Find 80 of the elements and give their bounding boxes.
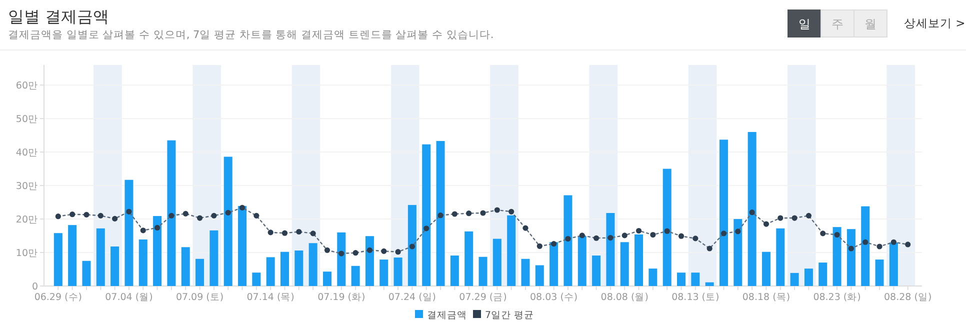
bar xyxy=(804,268,813,286)
bar xyxy=(550,242,558,286)
bar xyxy=(266,257,275,286)
bar xyxy=(210,230,218,286)
bar xyxy=(422,144,431,286)
bar xyxy=(238,206,247,286)
bar xyxy=(351,266,360,286)
bar xyxy=(124,180,134,286)
bar xyxy=(734,219,742,286)
bar xyxy=(322,272,332,286)
bar xyxy=(620,242,629,286)
bar xyxy=(196,258,204,286)
x-tick-label: 07.29 (금) xyxy=(459,292,507,303)
bar xyxy=(365,236,374,286)
bar xyxy=(719,140,728,286)
bar xyxy=(648,268,658,286)
chart-subtitle: 결제금액을 일별로 살펴볼 수 있으며, 7일 평균 차트를 통해 결제금액 트렌드를 살펴볼 수 있습니다. xyxy=(8,29,494,41)
bar xyxy=(492,238,502,286)
bar xyxy=(748,132,756,286)
bar xyxy=(138,239,148,286)
bar xyxy=(832,227,842,286)
bar xyxy=(818,262,828,286)
bar xyxy=(662,168,672,286)
y-tick-label: 10만 xyxy=(16,248,38,260)
bar xyxy=(776,228,785,286)
x-tick-label: 08.23 (화) xyxy=(813,292,861,303)
bar xyxy=(875,260,884,286)
bar xyxy=(861,206,870,286)
bar xyxy=(224,156,232,286)
y-tick-label: 40만 xyxy=(16,148,38,159)
bar xyxy=(677,272,686,286)
x-tick-label: 08.03 (수) xyxy=(530,292,578,303)
x-tick-label: 08.13 (토) xyxy=(672,292,720,303)
x-tick-label: 08.08 (월) xyxy=(600,292,648,303)
x-tick-label: 07.09 (토) xyxy=(176,292,224,303)
bar xyxy=(535,265,544,286)
bar xyxy=(394,258,402,286)
x-tick-label: 08.28 (일) xyxy=(884,292,932,303)
bar xyxy=(592,256,601,286)
bar xyxy=(294,250,304,286)
bar xyxy=(82,260,91,286)
bar xyxy=(846,229,856,286)
bar xyxy=(96,228,105,286)
bar xyxy=(308,243,318,286)
bar xyxy=(478,256,488,286)
bar xyxy=(691,272,700,286)
bar xyxy=(252,272,261,286)
legend-label: 7일간 평균 xyxy=(485,310,534,321)
x-tick-label: 08.18 (목) xyxy=(742,292,790,303)
bar xyxy=(564,195,572,286)
bar xyxy=(380,260,388,286)
bar xyxy=(521,258,530,286)
bar xyxy=(464,231,474,286)
bar xyxy=(110,246,120,286)
bar xyxy=(167,140,176,286)
bar xyxy=(450,256,459,286)
bar xyxy=(762,252,770,286)
y-tick-label: 60만 xyxy=(16,80,38,92)
chart-title: 일별 결제금액 xyxy=(8,7,110,26)
bar xyxy=(153,216,162,286)
bar xyxy=(436,141,445,286)
bar xyxy=(68,225,77,286)
bar xyxy=(705,282,714,286)
x-tick-label: 06.29 (수) xyxy=(34,292,82,303)
x-tick-label: 07.24 (일) xyxy=(388,292,436,303)
legend-label: 결제금액 xyxy=(427,310,467,321)
x-tick-label: 07.14 (목) xyxy=(246,292,294,303)
y-tick-label: 30만 xyxy=(16,181,38,192)
x-tick-label: 07.19 (화) xyxy=(318,292,366,303)
bar xyxy=(54,233,62,286)
x-tick-label: 07.04 (월) xyxy=(105,292,153,303)
bar xyxy=(280,252,289,286)
bar xyxy=(606,213,615,286)
y-tick-label: 50만 xyxy=(16,114,38,126)
y-tick-label: 20만 xyxy=(16,214,38,226)
bar xyxy=(337,232,346,286)
y-tick-label: 0 xyxy=(32,282,38,292)
bar xyxy=(408,204,416,286)
bar xyxy=(181,247,190,286)
bar xyxy=(790,272,799,286)
